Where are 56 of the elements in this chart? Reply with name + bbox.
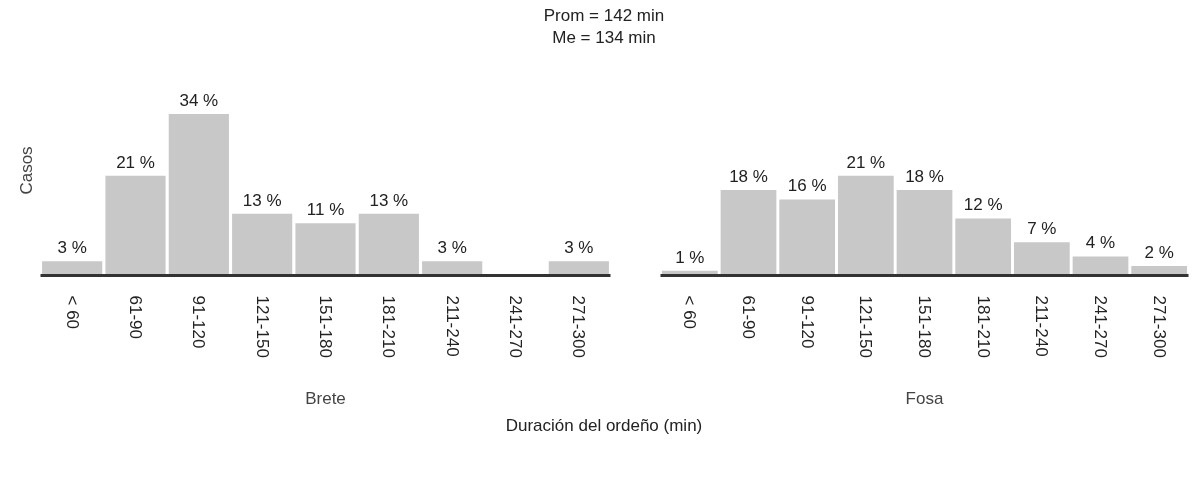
text: Duración del ordeño (min) [505, 415, 703, 437]
data-label: 21 % [846, 152, 886, 172]
x-tick-label: < 60 [680, 295, 700, 330]
bar [720, 189, 777, 276]
x-tick-label: 211-240 [1032, 295, 1052, 357]
x-tick-label: 61-90 [126, 295, 145, 339]
data-label: 13 % [242, 190, 282, 210]
bar [358, 213, 419, 276]
x-tick-label: 211-240 [442, 295, 462, 357]
bar [295, 223, 356, 276]
data-label: 34 % [179, 90, 219, 110]
bar [837, 175, 894, 276]
data-label: 3 % [437, 238, 467, 258]
bar [896, 189, 953, 276]
text: Prom = 142 min [543, 6, 665, 25]
x-axis-title: Brete [305, 388, 346, 408]
bar [1072, 256, 1129, 276]
x-tick-label: 271-300 [569, 295, 589, 358]
x-tick-label: 241-270 [506, 295, 525, 358]
bar [105, 175, 166, 276]
data-label: 3 % [57, 238, 87, 258]
x-tick-label: 151-180 [316, 295, 335, 358]
data-label: 1 % [675, 247, 705, 267]
data-label: 7 % [1027, 219, 1057, 239]
x-tick-label: 121-150 [252, 295, 272, 358]
x-tick-label: 91-120 [189, 295, 209, 349]
data-label: 12 % [963, 195, 1003, 215]
bar [548, 261, 609, 276]
bar [955, 218, 1012, 276]
x-tick-label: 91-120 [797, 295, 817, 349]
x-tick-label: < 60 [62, 295, 82, 330]
text: Me = 134 min [552, 28, 656, 47]
x-tick-label: 241-270 [1091, 295, 1110, 358]
bar [422, 261, 483, 276]
data-label: 3 % [564, 238, 594, 258]
bar [779, 199, 836, 276]
x-axis-title: Fosa [905, 388, 944, 408]
bar [42, 261, 103, 276]
x-tick-label: 121-150 [856, 295, 876, 358]
data-label: 13 % [369, 190, 409, 210]
data-label: 18 % [905, 166, 944, 186]
x-tick-label: 181-210 [379, 295, 399, 358]
bar [168, 113, 229, 276]
data-label: 4 % [1085, 233, 1116, 253]
data-label: 18 % [729, 166, 768, 186]
data-label: 21 % [116, 152, 155, 172]
x-tick-label: 151-180 [915, 295, 934, 358]
data-label: 2 % [1144, 243, 1174, 262]
bar [232, 213, 293, 276]
data-label: 11 % [306, 200, 345, 220]
x-tick-label: 61-90 [739, 295, 758, 339]
y-axis-title: Casos [16, 146, 36, 195]
x-tick-label: 271-300 [1149, 295, 1169, 358]
bar [1013, 242, 1070, 276]
data-label: 16 % [787, 176, 827, 196]
x-tick-label: 181-210 [973, 295, 993, 358]
